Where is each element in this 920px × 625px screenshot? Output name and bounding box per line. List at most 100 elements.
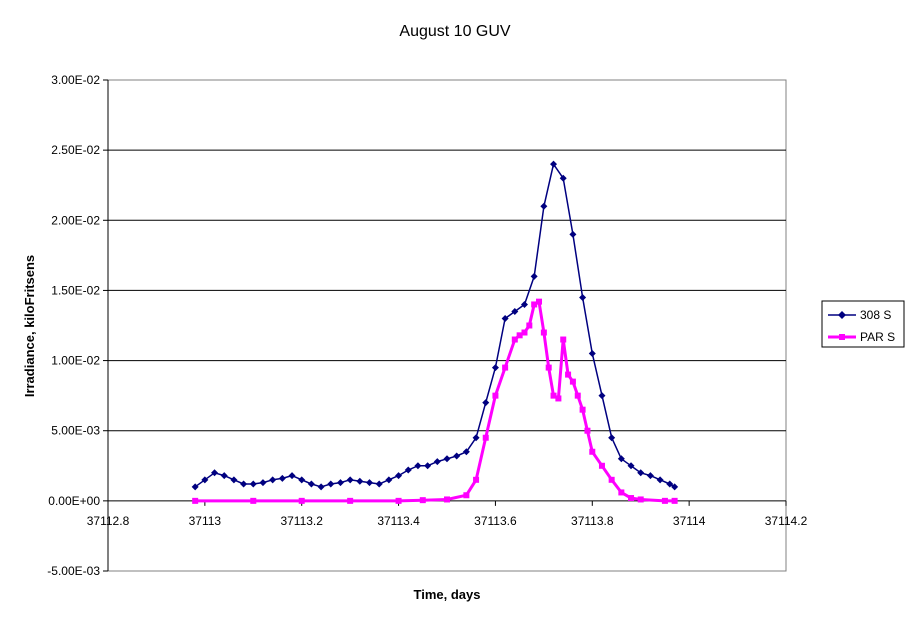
data-point: [191, 483, 199, 491]
series-layer: [191, 160, 679, 504]
x-tick-label: 37113: [189, 514, 222, 528]
data-point: [385, 476, 393, 484]
y-tick-label: 3.00E-02: [51, 73, 100, 87]
series-par-s: [192, 298, 678, 504]
data-point: [545, 364, 552, 371]
chart-title: August 10 GUV: [399, 23, 511, 40]
legend-marker-par: [839, 334, 845, 340]
data-point: [671, 483, 679, 491]
data-point: [598, 392, 606, 400]
y-tick-label: 1.00E-02: [51, 354, 100, 368]
data-point: [404, 466, 412, 474]
y-tick-label: 5.00E-03: [51, 424, 100, 438]
data-point: [201, 476, 209, 484]
data-point: [627, 462, 635, 470]
x-tick-label: 37112.8: [87, 514, 130, 528]
data-point: [502, 364, 509, 371]
data-point: [565, 371, 572, 378]
data-point: [414, 462, 422, 470]
data-point: [298, 497, 305, 504]
x-tick-labels: 37112.8 37113 37113.2 37113.4 37113.6 37113.8…: [87, 514, 808, 528]
legend-box: [821, 300, 905, 348]
data-point: [473, 476, 480, 483]
data-point: [540, 329, 547, 336]
plot-area: [107, 79, 787, 572]
data-point: [366, 479, 374, 487]
data-point: [307, 480, 315, 488]
data-point: [482, 434, 489, 441]
data-point: [559, 174, 567, 182]
data-point: [346, 476, 354, 484]
data-point: [511, 307, 519, 315]
data-point: [288, 472, 296, 480]
data-point: [482, 399, 490, 407]
x-axis-title: Time, days: [414, 587, 481, 602]
data-point: [336, 479, 344, 487]
data-point: [540, 202, 548, 210]
data-point: [637, 496, 644, 503]
data-point: [395, 497, 402, 504]
data-point: [671, 497, 678, 504]
data-point: [347, 497, 354, 504]
data-point: [250, 497, 257, 504]
data-point: [579, 406, 586, 413]
legend: 308 S PAR S: [821, 300, 905, 348]
data-point: [501, 314, 509, 322]
x-tick-label: 37114.2: [765, 514, 808, 528]
data-point: [433, 458, 441, 466]
x-tick-label: 37113.8: [571, 514, 614, 528]
data-point: [443, 455, 451, 463]
data-point: [453, 452, 461, 460]
data-point: [661, 497, 668, 504]
data-point: [269, 476, 277, 484]
data-point: [511, 336, 518, 343]
y-tick-label: 1.50E-02: [51, 283, 100, 297]
y-tick-label: 2.50E-02: [51, 143, 100, 157]
data-point: [569, 378, 576, 385]
data-point: [656, 476, 664, 484]
data-point: [574, 392, 581, 399]
data-point: [598, 462, 605, 469]
data-point: [240, 480, 248, 488]
series-308-s: [191, 160, 679, 491]
data-point: [618, 489, 625, 496]
data-point: [462, 448, 470, 456]
legend-label-par: PAR S: [860, 330, 895, 344]
data-point: [327, 480, 335, 488]
gridlines: [108, 149, 786, 432]
data-point: [491, 364, 499, 372]
data-point: [555, 395, 562, 402]
data-point: [550, 160, 558, 168]
data-point: [516, 332, 523, 339]
data-point: [259, 479, 267, 487]
data-point: [589, 448, 596, 455]
data-point: [628, 495, 635, 502]
data-point: [463, 492, 470, 499]
data-point: [588, 350, 596, 358]
data-point: [298, 476, 306, 484]
data-point: [530, 272, 538, 280]
x-tick-label: 37113.2: [280, 514, 323, 528]
y-tick-labels: -5.00E-03 0.00E+00 5.00E-03 1.00E-02 1.50E-0…: [47, 73, 100, 578]
data-point: [560, 336, 567, 343]
data-point: [579, 293, 587, 301]
data-point: [211, 469, 219, 477]
y-tick-label: 2.00E-02: [51, 213, 100, 227]
y-tick-label: 0.00E+00: [48, 494, 100, 508]
data-point: [220, 472, 228, 480]
data-point: [356, 477, 364, 485]
data-point: [608, 476, 615, 483]
y-axis-title: Irradiance, kiloFritsens: [22, 255, 37, 397]
data-point: [492, 392, 499, 399]
legend-label-308: 308 S: [860, 308, 891, 322]
y-tick-label: -5.00E-03: [47, 564, 100, 578]
data-point: [317, 483, 325, 491]
data-point: [375, 480, 383, 488]
data-point: [444, 496, 450, 503]
data-point: [608, 434, 616, 442]
data-point: [278, 474, 286, 482]
x-tick-label: 37113.4: [377, 514, 420, 528]
data-point: [637, 469, 645, 477]
data-point: [550, 392, 557, 399]
